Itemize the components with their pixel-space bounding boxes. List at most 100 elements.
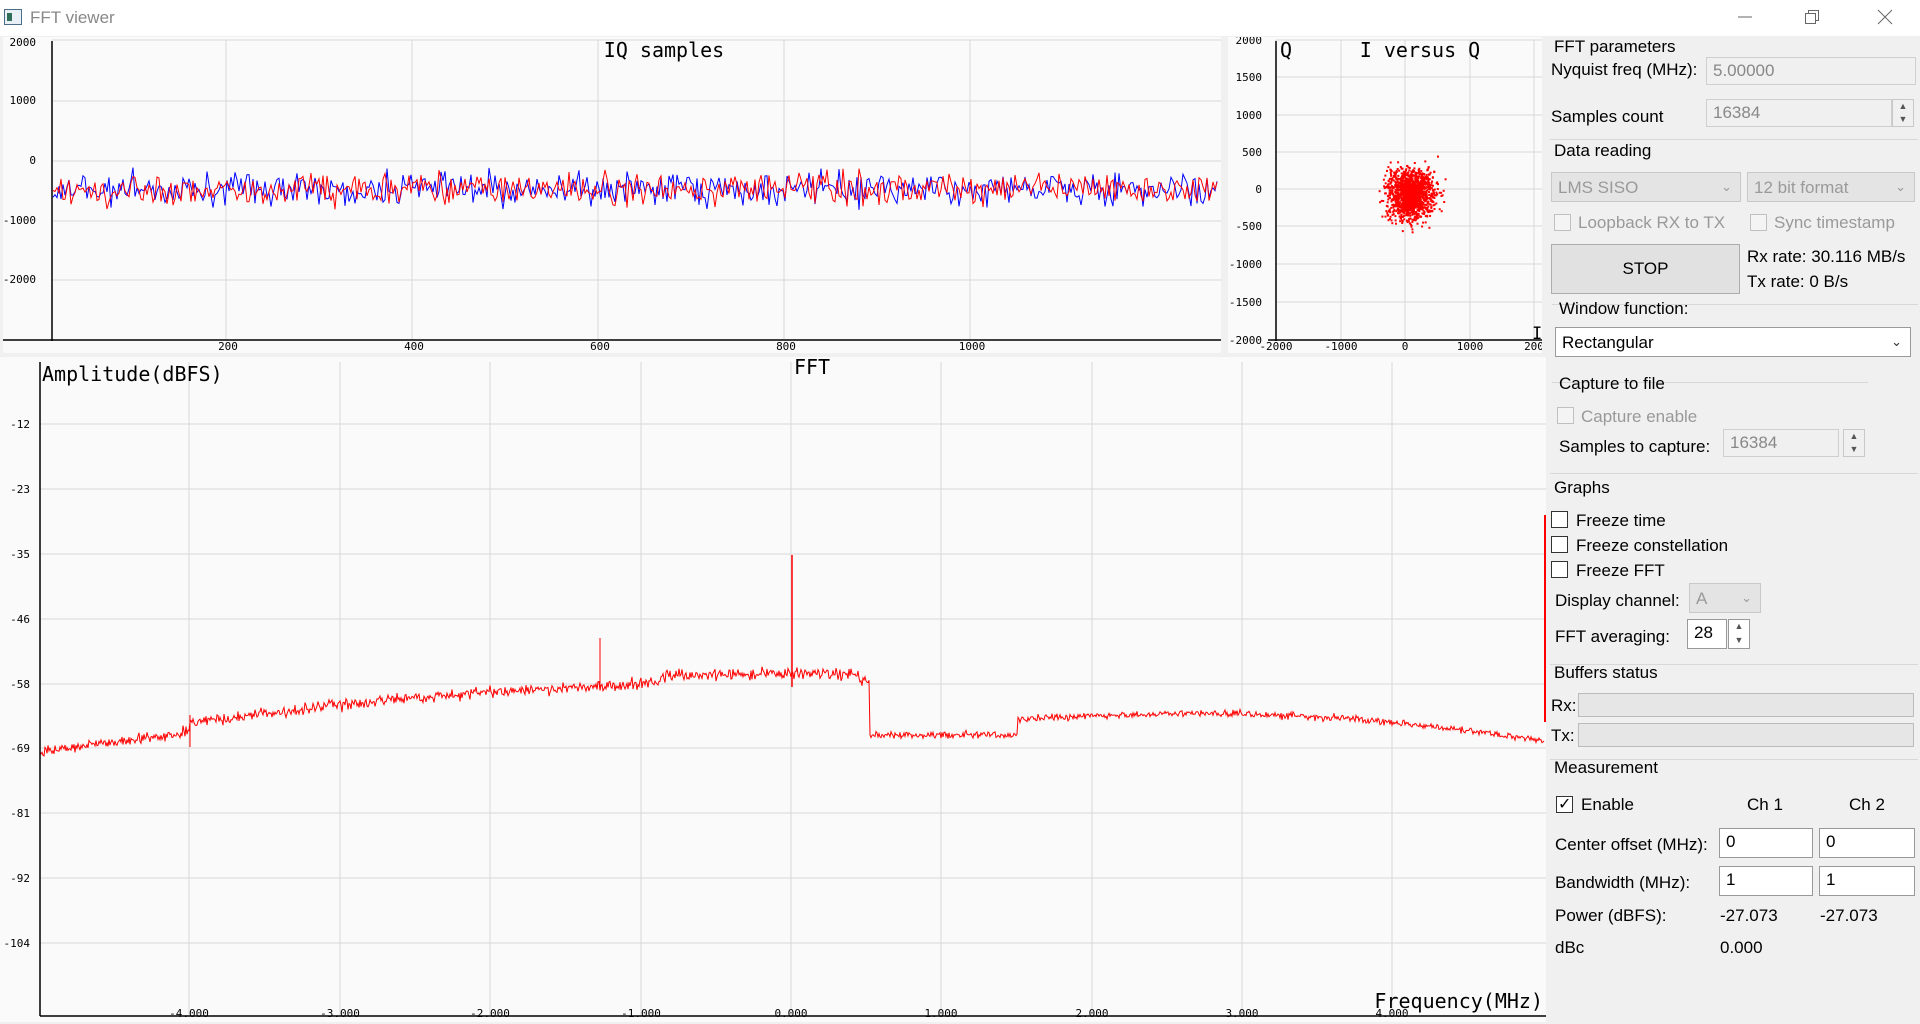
capture-enable-checkbox[interactable]: [1557, 407, 1574, 424]
constellation-point: [1386, 212, 1389, 215]
constellation-point: [1437, 155, 1439, 158]
constellation-point: [1380, 199, 1383, 202]
constellation-point: [1416, 222, 1419, 225]
stop-button[interactable]: STOP: [1551, 244, 1740, 294]
constellation-point: [1407, 166, 1410, 169]
constellation-point: [1422, 176, 1425, 179]
constellation-point: [1390, 206, 1393, 209]
samples-to-capture-stepper[interactable]: ▲ ▼: [1843, 429, 1865, 457]
constellation-point: [1382, 178, 1385, 181]
center-offset-ch2-field[interactable]: 0: [1819, 828, 1915, 858]
constellation-point: [1408, 167, 1411, 169]
constellation-x-tick: 200: [1524, 340, 1542, 353]
tx-buffer-label: Tx:: [1551, 726, 1575, 745]
constellation-point: [1416, 205, 1419, 208]
constellation-point: [1421, 225, 1424, 228]
constellation-point: [1411, 201, 1414, 204]
constellation-point: [1404, 203, 1407, 206]
loopback-checkbox[interactable]: [1554, 214, 1571, 231]
iq-plot-title: IQ samples: [604, 38, 724, 62]
constellation-point: [1410, 196, 1413, 199]
constellation-point: [1405, 210, 1408, 213]
constellation-point: [1420, 182, 1423, 185]
constellation-point: [1406, 180, 1409, 183]
constellation-point: [1425, 186, 1428, 189]
constellation-point: [1390, 174, 1393, 177]
constellation-point: [1416, 203, 1419, 206]
constellation-point: [1414, 184, 1416, 187]
fft-averaging-stepper[interactable]: ▲ ▼: [1728, 619, 1750, 649]
constellation-point: [1389, 182, 1392, 185]
constellation-point: [1420, 192, 1423, 195]
constellation-point: [1430, 199, 1433, 202]
constellation-point: [1416, 196, 1419, 199]
constellation-point: [1394, 194, 1397, 197]
constellation-point: [1394, 215, 1397, 218]
constellation-plot[interactable]: Q I versus Q 2000 1500 1000 500 0 -500 -1000 -1…: [1228, 37, 1542, 353]
iq-x-tick: 1000: [959, 340, 986, 353]
minimize-button[interactable]: [1713, 0, 1777, 34]
constellation-point: [1394, 199, 1397, 201]
fft-averaging-field[interactable]: 28: [1687, 619, 1727, 649]
samples-count-field[interactable]: 16384: [1706, 99, 1892, 127]
bandwidth-ch1-field[interactable]: 1: [1719, 866, 1813, 896]
bandwidth-ch2-field[interactable]: 1: [1819, 866, 1915, 896]
constellation-point: [1390, 173, 1392, 176]
constellation-point: [1398, 202, 1401, 205]
fft-y-tick: -35: [10, 548, 30, 561]
samples-count-stepper[interactable]: ▲ ▼: [1892, 99, 1914, 127]
constellation-point: [1421, 184, 1424, 187]
constellation-point: [1411, 218, 1414, 221]
constellation-point: [1401, 186, 1404, 189]
constellation-point: [1392, 196, 1395, 199]
constellation-point: [1392, 199, 1394, 202]
constellation-point: [1410, 207, 1413, 210]
fft-y-tick: -69: [10, 742, 30, 755]
constellation-point: [1406, 164, 1409, 167]
constellation-point: [1431, 200, 1434, 203]
freeze-constellation-checkbox[interactable]: [1551, 536, 1568, 553]
constellation-point: [1409, 195, 1412, 198]
constellation-point: [1424, 194, 1426, 197]
constellation-point: [1398, 193, 1401, 196]
center-offset-ch1-field[interactable]: 0: [1719, 828, 1813, 858]
constellation-point: [1423, 182, 1426, 185]
iq-samples-plot[interactable]: IQ samples 2000 1000 0 -1000 -2000 200 400 600…: [3, 37, 1221, 353]
constellation-point: [1422, 178, 1424, 181]
nyquist-field[interactable]: 5.00000: [1706, 57, 1916, 85]
nyquist-label: Nyquist freq (MHz):: [1551, 60, 1698, 79]
constellation-y-tick: 1000: [1236, 109, 1263, 122]
constellation-point: [1411, 208, 1414, 211]
constellation-point: [1400, 184, 1403, 187]
buffers-heading: Buffers status: [1554, 663, 1658, 682]
fft-plot[interactable]: Amplitude(dBFS) FFT Frequency(MHz) -12 -2…: [0, 357, 1546, 1022]
samples-to-capture-field[interactable]: 16384: [1723, 429, 1839, 457]
iq-x-tick: 200: [218, 340, 238, 353]
bit-format-select[interactable]: 12 bit format ⌄: [1747, 172, 1915, 202]
freeze-fft-checkbox[interactable]: [1551, 561, 1568, 578]
window-function-select[interactable]: Rectangular ⌄: [1555, 327, 1911, 357]
measurement-enable-checkbox[interactable]: [1556, 794, 1573, 814]
constellation-point: [1426, 186, 1429, 189]
device-mode-select[interactable]: LMS SISO ⌄: [1551, 172, 1741, 202]
window-function-heading: Window function:: [1559, 299, 1689, 318]
constellation-point: [1384, 174, 1387, 177]
sync-timestamp-checkbox[interactable]: [1750, 214, 1767, 231]
constellation-x-tick: -1000: [1324, 340, 1357, 353]
constellation-point: [1412, 206, 1415, 209]
constellation-point: [1418, 197, 1421, 200]
freeze-time-checkbox[interactable]: [1551, 511, 1568, 528]
restore-button[interactable]: [1780, 0, 1844, 34]
close-button[interactable]: [1853, 0, 1917, 34]
constellation-point: [1402, 170, 1405, 173]
constellation-point: [1392, 210, 1395, 213]
display-channel-select[interactable]: A ⌄: [1689, 583, 1761, 613]
constellation-point: [1422, 201, 1425, 204]
constellation-point: [1397, 195, 1400, 198]
constellation-point: [1407, 204, 1410, 207]
constellation-point: [1424, 160, 1427, 163]
constellation-point: [1387, 194, 1390, 197]
constellation-point: [1410, 198, 1413, 201]
constellation-point: [1409, 189, 1412, 192]
constellation-point: [1393, 198, 1396, 201]
